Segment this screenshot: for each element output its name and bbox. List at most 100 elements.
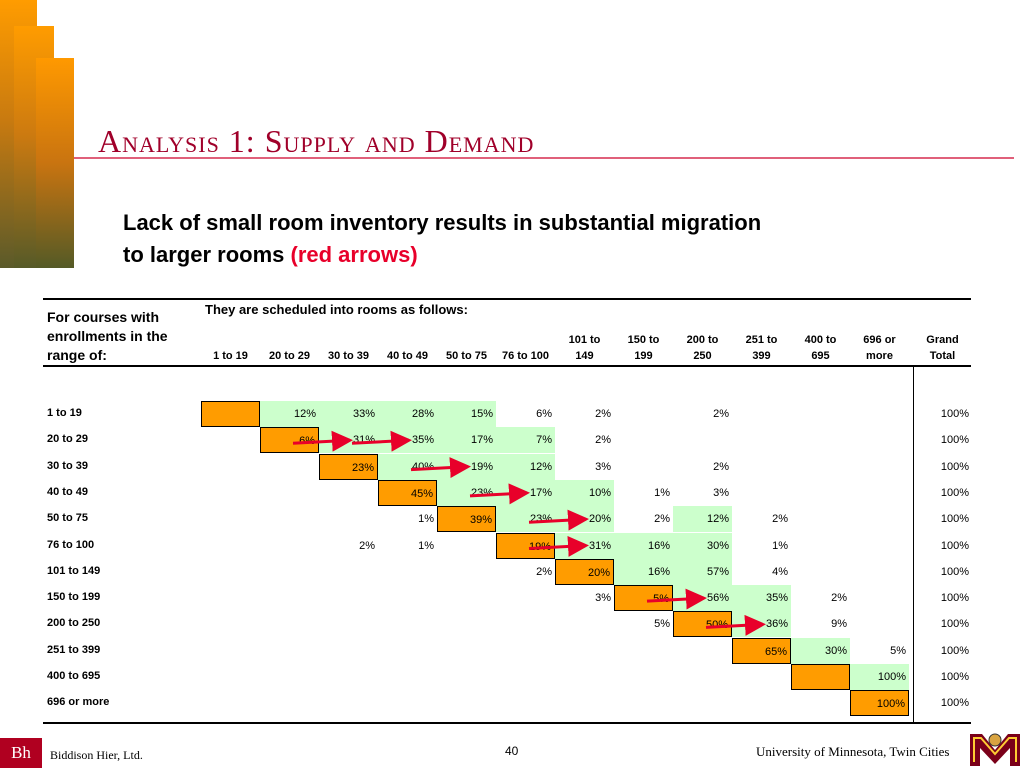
- table-cell: 2%: [359, 539, 375, 552]
- slide-subtitle: Lack of small room inventory results in …: [123, 207, 903, 271]
- row-header: 200 to 250: [47, 617, 101, 630]
- table-cell: 5%: [890, 644, 906, 657]
- footer-company: Biddison Hier, Ltd.: [50, 748, 143, 762]
- row-header: 400 to 695: [47, 670, 101, 682]
- table-cell: 12%: [673, 506, 732, 533]
- table-cell: 1%: [418, 513, 434, 526]
- diagonal-cell: 20%: [555, 558, 614, 585]
- subtitle-line-1: Lack of small room inventory results in …: [123, 210, 762, 235]
- diagonal-cell: 50%: [673, 611, 732, 638]
- table-cell: 6%: [536, 408, 552, 420]
- table-cell: 2%: [595, 408, 611, 420]
- column-header: 1 to 19: [213, 350, 248, 362]
- table-cell: 12%: [260, 401, 319, 427]
- column-header: 696 or more: [863, 334, 896, 362]
- row-header: 40 to 49: [47, 485, 88, 498]
- table-cell: 19%: [437, 453, 496, 480]
- grand-total-cell: 100%: [940, 565, 969, 578]
- row-header: 20 to 29: [47, 433, 88, 446]
- grand-total-cell: 100%: [940, 434, 969, 447]
- table-cell: 2%: [713, 408, 729, 420]
- row-header: 1 to 19: [47, 407, 82, 419]
- table-cell: 31%: [555, 532, 614, 559]
- column-header: 150 to 199: [627, 334, 660, 362]
- diagonal-cell: 65%: [732, 637, 791, 664]
- table-cell: 15%: [437, 401, 496, 427]
- column-header: 400 to 695: [804, 334, 837, 362]
- diagonal-cell: [791, 664, 850, 690]
- university-logo-icon: [970, 733, 1020, 766]
- diagonal-cell: 23%: [319, 453, 378, 480]
- subtitle-highlight: (red arrows): [290, 242, 418, 267]
- column-header: Grand Total: [926, 334, 959, 362]
- table-cell: 1%: [418, 539, 434, 552]
- table-cell: 2%: [536, 565, 552, 578]
- table-cell: 5%: [654, 618, 670, 631]
- row-header: 251 to 399: [47, 643, 101, 656]
- table-cell: 17%: [437, 427, 496, 454]
- table-cell: 28%: [378, 401, 437, 427]
- column-header: 200 to 250: [686, 334, 719, 362]
- diagonal-cell: 100%: [850, 690, 909, 717]
- table-cell: 57%: [673, 558, 732, 585]
- table-cell: 7%: [496, 427, 555, 454]
- column-header: 251 to 399: [745, 334, 778, 362]
- grand-total-cell: 100%: [940, 671, 969, 683]
- table-cell: 56%: [673, 585, 732, 612]
- table-cell: 20%: [555, 506, 614, 533]
- column-header: 40 to 49: [387, 350, 428, 362]
- table-cell: 36%: [732, 611, 791, 638]
- table-cell: 2%: [654, 513, 670, 526]
- table-cell: 3%: [713, 486, 729, 499]
- grand-total-cell: 100%: [940, 513, 969, 526]
- grand-total-cell: 100%: [940, 644, 969, 657]
- table-bottom-rule: [43, 722, 971, 724]
- table-cell: 23%: [437, 479, 496, 506]
- diagonal-cell: 5%: [614, 585, 673, 612]
- grand-total-cell: 100%: [940, 408, 969, 420]
- table-cell: 12%: [496, 453, 555, 480]
- row-header: 30 to 39: [47, 459, 88, 472]
- table-cell: 1%: [772, 539, 788, 552]
- grand-total-cell: 100%: [940, 592, 969, 605]
- column-header: 50 to 75: [446, 350, 487, 362]
- table-cell: 35%: [732, 585, 791, 612]
- subtitle-line-2: to larger rooms: [123, 242, 285, 267]
- table-cell: 40%: [378, 453, 437, 480]
- diagonal-cell: 6%: [260, 427, 319, 454]
- row-header: 696 or more: [47, 696, 110, 709]
- table-cell: 3%: [595, 592, 611, 605]
- diagonal-cell: 39%: [437, 506, 496, 533]
- table-cell: 2%: [772, 513, 788, 526]
- table-top-rule: [43, 298, 971, 300]
- slide-title: Analysis 1: Supply and Demand: [98, 123, 535, 159]
- page-number: 40: [505, 744, 519, 758]
- table-cell: 4%: [772, 565, 788, 578]
- column-axis-header: They are scheduled into rooms as follows…: [205, 302, 468, 317]
- table-cell: 2%: [595, 434, 611, 447]
- table-cell: 30%: [673, 532, 732, 559]
- firm-logo: Bh: [0, 738, 42, 768]
- grand-total-cell: 100%: [940, 539, 969, 552]
- table-cell: 1%: [654, 486, 670, 499]
- grand-total-divider: [913, 366, 914, 723]
- row-header: 150 to 199: [47, 591, 101, 604]
- title-underline: [74, 157, 1014, 159]
- table-cell: 30%: [791, 637, 850, 664]
- table-cell: 16%: [614, 532, 673, 559]
- row-axis-header: For courses with enrollments in the rang…: [47, 309, 168, 363]
- table-cell: 23%: [496, 506, 555, 533]
- diagonal-cell: 45%: [378, 479, 437, 506]
- table-cell: 17%: [496, 479, 555, 506]
- footer-university: University of Minnesota, Twin Cities: [756, 744, 950, 759]
- table-cell: 10%: [555, 479, 614, 506]
- column-header: 101 to 149: [568, 334, 601, 362]
- column-header: 76 to 100: [501, 350, 550, 362]
- table-cell: 2%: [713, 460, 729, 473]
- diagonal-cell: [201, 401, 260, 427]
- column-header: 20 to 29: [269, 350, 310, 362]
- grand-total-cell: 100%: [940, 460, 969, 473]
- table-cell: 100%: [850, 664, 909, 690]
- table-cell: 31%: [319, 427, 378, 454]
- row-header: 101 to 149: [47, 564, 101, 577]
